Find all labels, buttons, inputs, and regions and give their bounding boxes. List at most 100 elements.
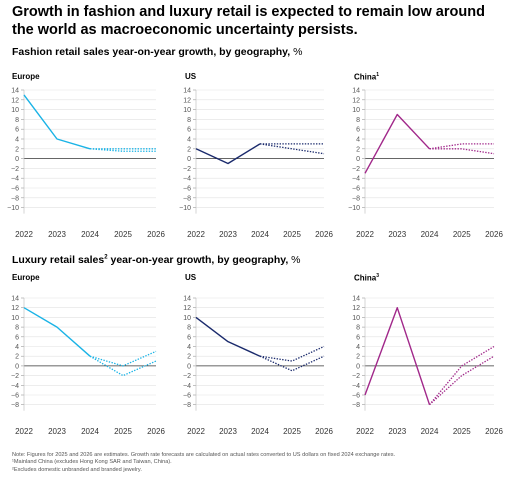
fashion-europe-xtick-label: 2023 [48, 230, 66, 239]
luxury-europe-ytick-label: −8 [11, 402, 19, 409]
fashion-europe-xtick-label: 2026 [147, 230, 165, 239]
fashion-china-ytick-label: 4 [356, 137, 360, 144]
luxury-china-ytick-label: 4 [356, 344, 360, 351]
luxury-china-ytick-label: 14 [352, 296, 360, 303]
luxury-china-xtick-label: 2025 [453, 427, 471, 436]
fashion-us-ytick-label: 6 [187, 127, 191, 134]
luxury-europe-ytick-label: 2 [15, 354, 19, 361]
fashion-china-ytick-label: 12 [352, 97, 360, 104]
luxury-europe-forecast-line-2 [89, 355, 157, 377]
notes: Note: Figures for 2025 and 2026 are esti… [12, 452, 395, 474]
fashion-us-forecast-line-2 [259, 143, 325, 155]
luxury-us-actual-line [195, 316, 261, 357]
panel-title-luxury-us: US [185, 273, 197, 282]
luxury-china-xtick-label: 2024 [421, 427, 439, 436]
fashion-us-ytick-label: −10 [179, 205, 191, 212]
panel-title-fashion-europe: Europe [12, 72, 40, 81]
luxury-china-ytick-label: 8 [356, 325, 360, 332]
luxury-europe-ytick-label: −6 [11, 393, 19, 400]
luxury-europe-ytick-label: −4 [11, 383, 19, 390]
fashion-china-xtick-label: 2023 [388, 230, 406, 239]
note-footnote-1: ¹Mainland China (excludes Hong Kong SAR … [12, 459, 172, 466]
fashion-europe-ytick-label: 2 [15, 146, 19, 153]
fashion-europe-ytick-label: 0 [15, 156, 19, 163]
fashion-china-xtick-label: 2026 [485, 230, 503, 239]
luxury-us-xtick-label: 2024 [251, 427, 269, 436]
fashion-europe-ytick-label: −10 [7, 205, 19, 212]
luxury-europe-xtick-label: 2025 [114, 427, 132, 436]
fashion-us-xtick-label: 2024 [251, 230, 269, 239]
fashion-china-xtick-label: 2022 [356, 230, 374, 239]
luxury-china-ytick-label: 6 [356, 334, 360, 341]
fashion-europe-ytick-label: 8 [15, 117, 19, 124]
luxury-china-xtick-label: 2023 [388, 427, 406, 436]
luxury-us-forecast-line-1 [259, 345, 325, 362]
luxury-europe-ytick-label: 8 [15, 325, 19, 332]
fashion-us-xtick-label: 2025 [283, 230, 301, 239]
fashion-china-forecast-line-1 [429, 143, 494, 150]
luxury-us-ytick-label: 4 [187, 344, 191, 351]
fashion-europe-ytick-label: −2 [11, 166, 19, 173]
fashion-us-ytick-label: −8 [183, 195, 191, 202]
panel-title-fashion-china: China1 [354, 72, 380, 82]
fashion-europe-ytick-label: −8 [11, 195, 19, 202]
fashion-china-ytick-label: 0 [356, 156, 360, 163]
luxury-us-ytick-label: 10 [183, 315, 191, 322]
fashion-us-ytick-label: 12 [183, 97, 191, 104]
fashion-subtitle: Fashion retail sales year-on-year growth… [12, 46, 302, 58]
luxury-china-ytick-label: 10 [352, 315, 360, 322]
fashion-us-xtick-label: 2022 [187, 230, 205, 239]
fashion-europe-xtick-label: 2022 [15, 230, 33, 239]
luxury-europe-xtick-label: 2022 [15, 427, 33, 436]
luxury-china-ytick-label: 0 [356, 363, 360, 370]
fashion-subtitle-unit: % [293, 46, 303, 58]
luxury-europe-ytick-label: 4 [15, 344, 19, 351]
luxury-us-ytick-label: −8 [183, 402, 191, 409]
fashion-europe-ytick-label: 10 [11, 107, 19, 114]
luxury-china-forecast-line-2 [429, 355, 495, 406]
luxury-us-ytick-label: 12 [183, 305, 191, 312]
luxury-us-ytick-label: 6 [187, 334, 191, 341]
luxury-china-ytick-label: −4 [352, 383, 360, 390]
luxury-us-ytick-label: 0 [187, 363, 191, 370]
luxury-subtitle-rest: year-on-year growth, by geography, [107, 254, 289, 266]
luxury-europe-actual-line [23, 307, 91, 357]
fashion-us-xtick-label: 2026 [315, 230, 333, 239]
luxury-china-actual-line [364, 307, 431, 405]
fashion-europe-actual-line [23, 94, 91, 150]
luxury-us-xtick-label: 2026 [315, 427, 333, 436]
luxury-us-ytick-label: −6 [183, 393, 191, 400]
fashion-us-xtick-label: 2023 [219, 230, 237, 239]
panel-title-luxury-europe: Europe [12, 273, 40, 282]
fashion-europe-ytick-label: 6 [15, 127, 19, 134]
fashion-us-ytick-label: 14 [183, 88, 191, 95]
fashion-china-ytick-label: 6 [356, 127, 360, 134]
luxury-us-forecast-line-2 [259, 355, 325, 372]
fashion-china-xtick-label: 2025 [453, 230, 471, 239]
fashion-us-ytick-label: 2 [187, 146, 191, 153]
luxury-china-ytick-label: −2 [352, 373, 360, 380]
fashion-europe-ytick-label: −6 [11, 186, 19, 193]
fashion-china-ytick-label: 14 [352, 88, 360, 95]
fashion-china-actual-line [364, 113, 431, 174]
luxury-us-ytick-label: −2 [183, 373, 191, 380]
fashion-europe-ytick-label: 14 [11, 88, 19, 95]
luxury-europe-ytick-label: 0 [15, 363, 19, 370]
luxury-china-ytick-label: 12 [352, 305, 360, 312]
luxury-us-xtick-label: 2025 [283, 427, 301, 436]
fashion-us-ytick-label: −6 [183, 186, 191, 193]
luxury-europe-xtick-label: 2023 [48, 427, 66, 436]
luxury-china-forecast-line-1 [429, 345, 495, 406]
note-footnote-2: ²Excludes domestic unbranded and branded… [12, 466, 142, 473]
fashion-us-ytick-label: 10 [183, 107, 191, 114]
fashion-europe-ytick-label: 4 [15, 137, 19, 144]
note-main: Note: Figures for 2025 and 2026 are esti… [12, 452, 396, 458]
luxury-subtitle-sup: 2 [104, 254, 108, 261]
luxury-us-xtick-label: 2023 [219, 427, 237, 436]
luxury-europe-ytick-label: −2 [11, 373, 19, 380]
luxury-us-ytick-label: 2 [187, 354, 191, 361]
luxury-subtitle: Luxury retail sales2 year-on-year growth… [12, 254, 301, 266]
page-title: Growth in fashion and luxury retail is e… [12, 4, 485, 38]
fashion-china-ytick-label: −10 [348, 205, 360, 212]
